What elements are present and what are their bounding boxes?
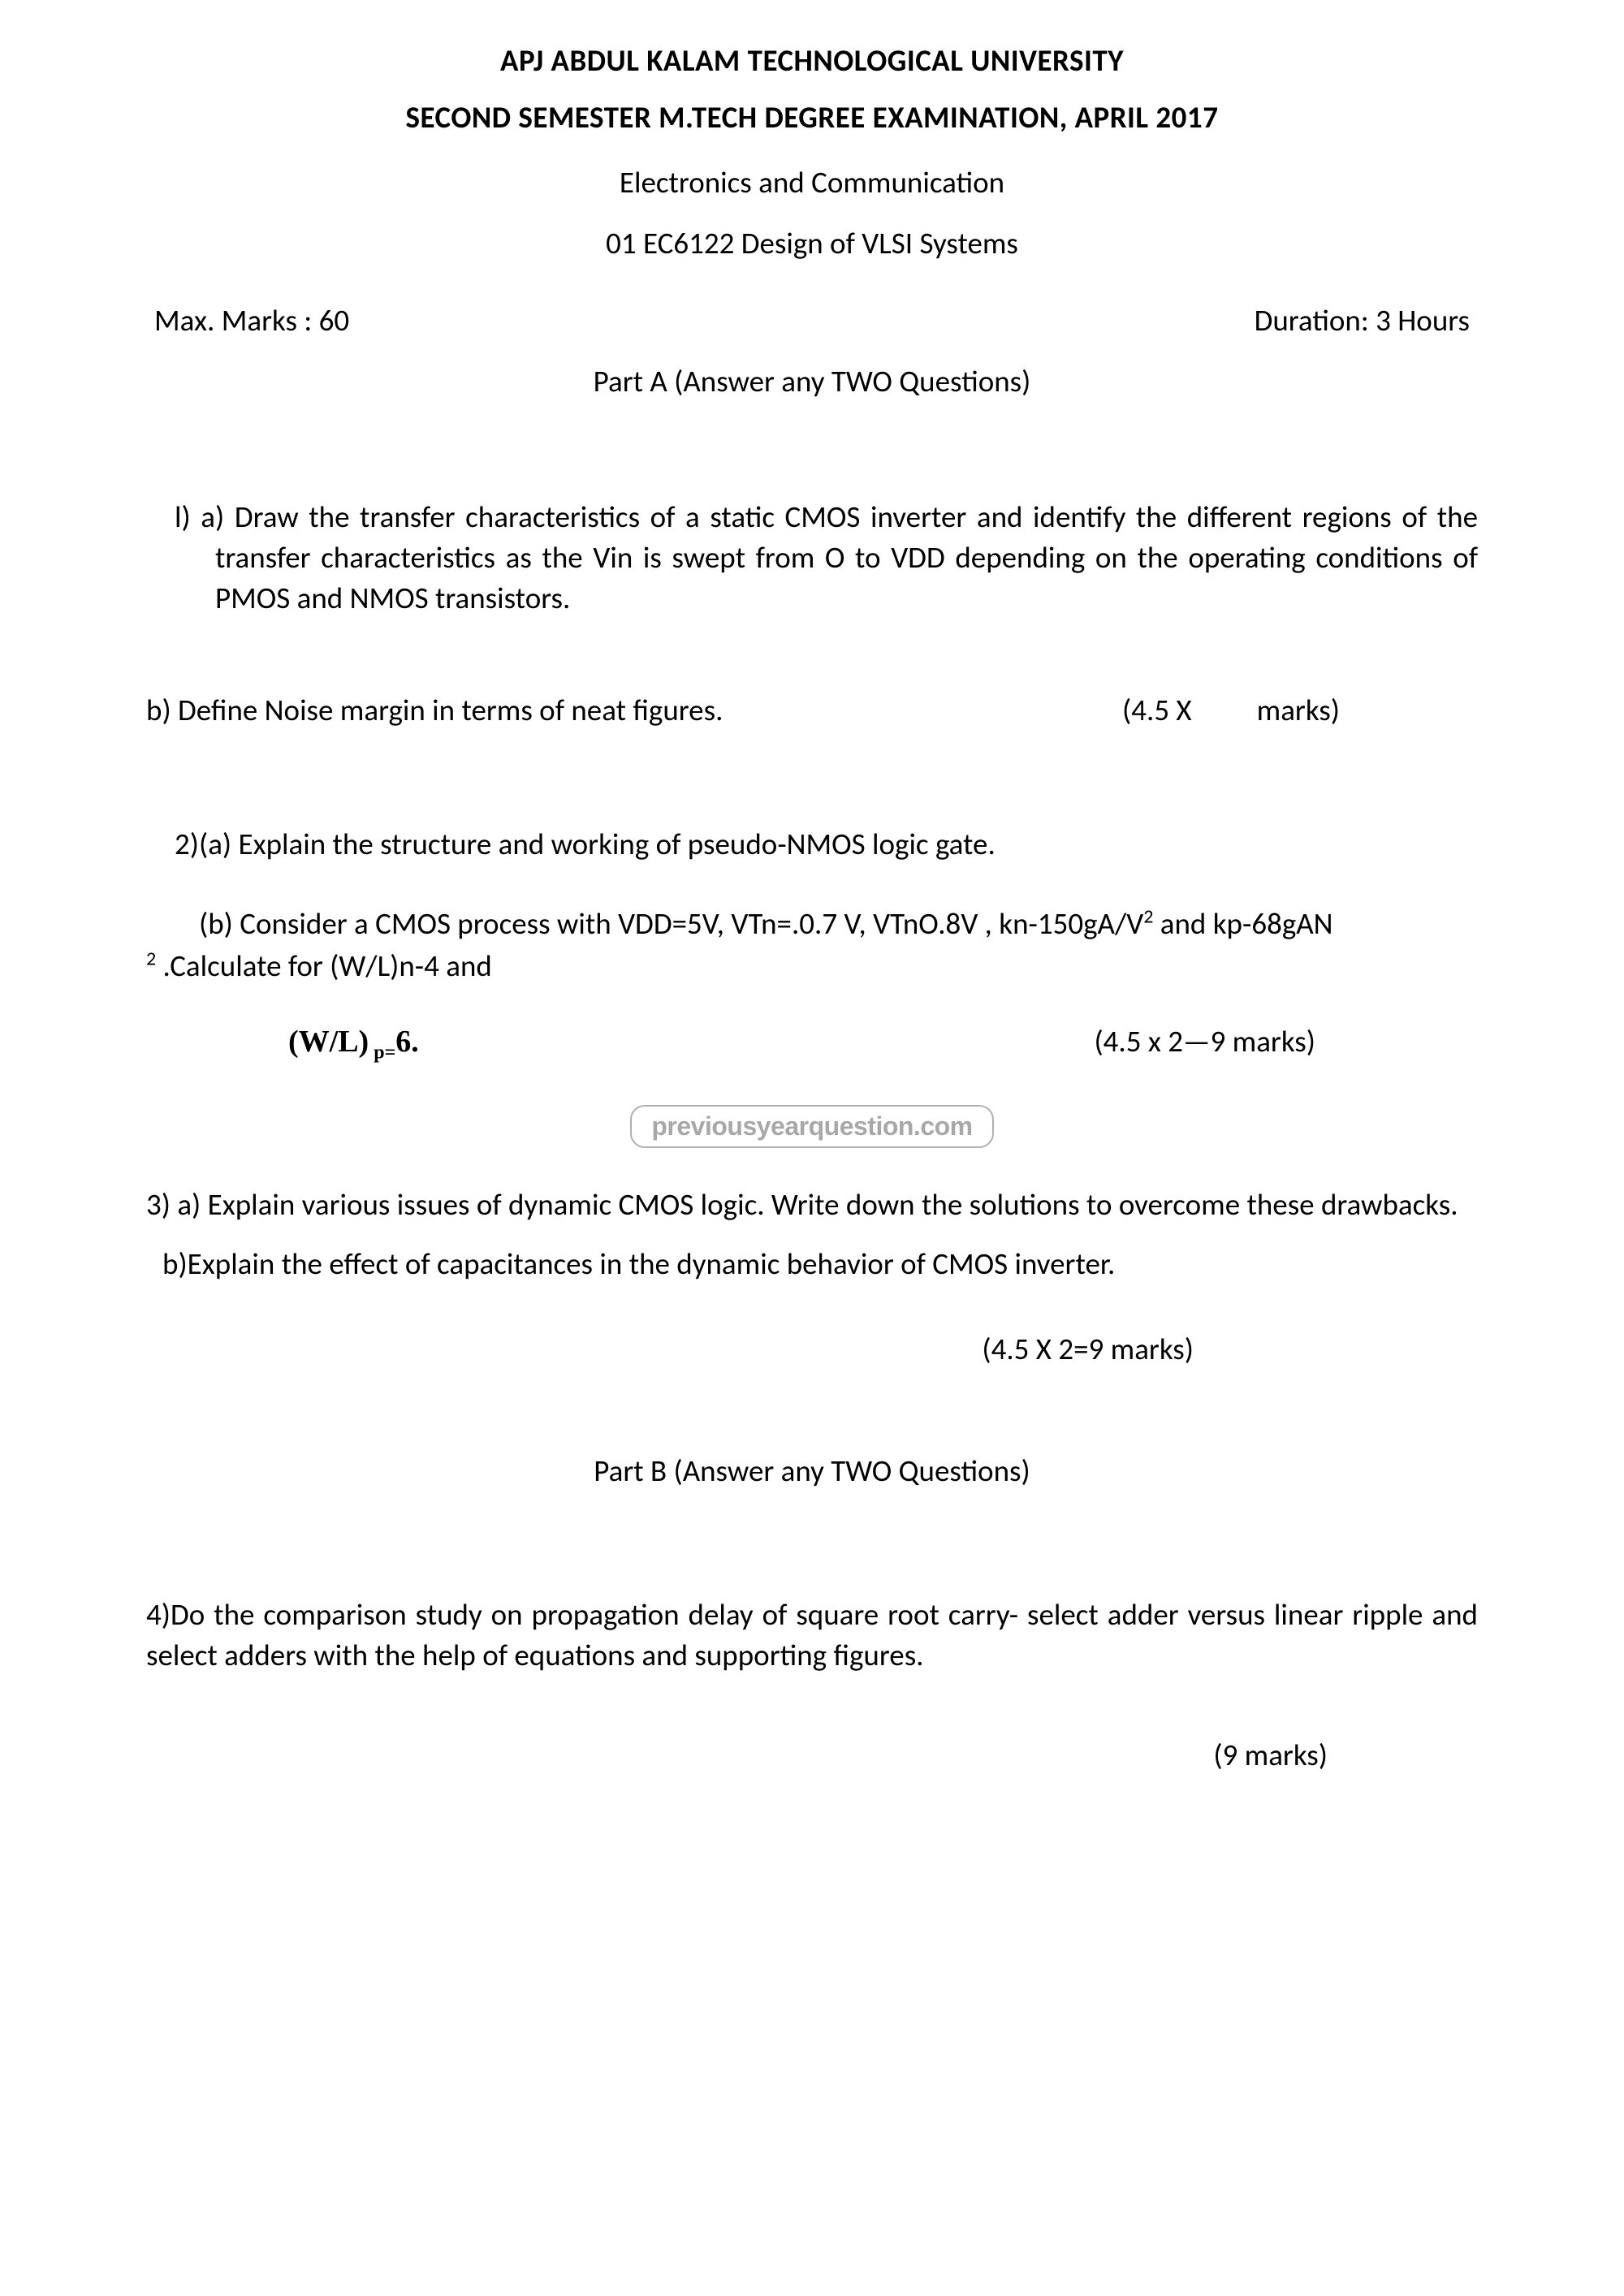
marks-1b-a: (4.5 X xyxy=(1122,692,1192,728)
header-block: APJ ABDUL KALAM TECHNOLOGICAL UNIVERSITY… xyxy=(146,42,1478,261)
superscript-2b: 2 xyxy=(146,947,156,970)
q2b-suffix: and kp-68gAN xyxy=(1153,905,1332,942)
question-1b-row: b) Define Noise margin in terms of neat … xyxy=(146,692,1478,728)
question-2a: 2)(a) Explain the structure and working … xyxy=(146,826,1478,862)
q2b-prefix: (b) Consider a CMOS process with VDD=5V,… xyxy=(146,905,1143,942)
university-title: APJ ABDUL KALAM TECHNOLOGICAL UNIVERSITY xyxy=(146,42,1478,79)
question-4: 4)Do the comparison study on propagation… xyxy=(146,1595,1478,1676)
question-2b: (b) Consider a CMOS process with VDD=5V,… xyxy=(146,903,1478,987)
max-marks: Max. Marks : 60 xyxy=(154,302,349,339)
question-2-marks: (4.5 x 2—9 marks) xyxy=(1094,1023,1315,1060)
question-4-marks: (9 marks) xyxy=(146,1737,1478,1773)
question-1a: l) a) Draw the transfer characteristics … xyxy=(146,497,1478,619)
question-3-marks: (4.5 X 2=9 marks) xyxy=(146,1331,1478,1367)
wl-formula: (W/L) p=6. xyxy=(288,1024,419,1064)
exam-paper-page: APJ ABDUL KALAM TECHNOLOGICAL UNIVERSITY… xyxy=(0,0,1624,1773)
exam-title: SECOND SEMESTER M.TECH DEGREE EXAMINATIO… xyxy=(146,99,1478,136)
question-3b: b)Explain the effect of capacitances in … xyxy=(146,1245,1478,1282)
department-name: Electronics and Communication xyxy=(146,164,1478,201)
marks-1b-b: marks) xyxy=(1257,692,1340,728)
wl-prefix: (W/L) xyxy=(288,1025,369,1059)
course-code: 01 EC6122 Design of VLSI Systems xyxy=(146,225,1478,261)
watermark-container: previousyearquestion.com xyxy=(146,1105,1478,1148)
superscript-2: 2 xyxy=(1143,904,1153,928)
marks-duration-row: Max. Marks : 60 Duration: 3 Hours xyxy=(146,302,1478,339)
question-1b-marks: (4.5 X marks) xyxy=(1122,692,1478,728)
question-3a: 3) a) Explain various issues of dynamic … xyxy=(146,1185,1478,1225)
wl-formula-row: (W/L) p=6. (4.5 x 2—9 marks) xyxy=(146,1023,1478,1064)
question-2b-line2: 2 .Calculate for (W/L)n-4 and xyxy=(146,945,1478,987)
q2b-line2-text: .Calculate for (W/L)n-4 and xyxy=(156,947,492,984)
question-2b-line1: (b) Consider a CMOS process with VDD=5V,… xyxy=(146,903,1478,945)
watermark-badge: previousyearquestion.com xyxy=(630,1105,993,1148)
part-b-header: Part B (Answer any TWO Questions) xyxy=(146,1452,1478,1489)
wl-sub: p= xyxy=(369,1042,395,1064)
part-a-header: Part A (Answer any TWO Questions) xyxy=(146,363,1478,399)
wl-suffix: 6. xyxy=(395,1025,419,1059)
duration: Duration: 3 Hours xyxy=(1255,302,1470,339)
question-1b-text: b) Define Noise margin in terms of neat … xyxy=(146,692,723,728)
